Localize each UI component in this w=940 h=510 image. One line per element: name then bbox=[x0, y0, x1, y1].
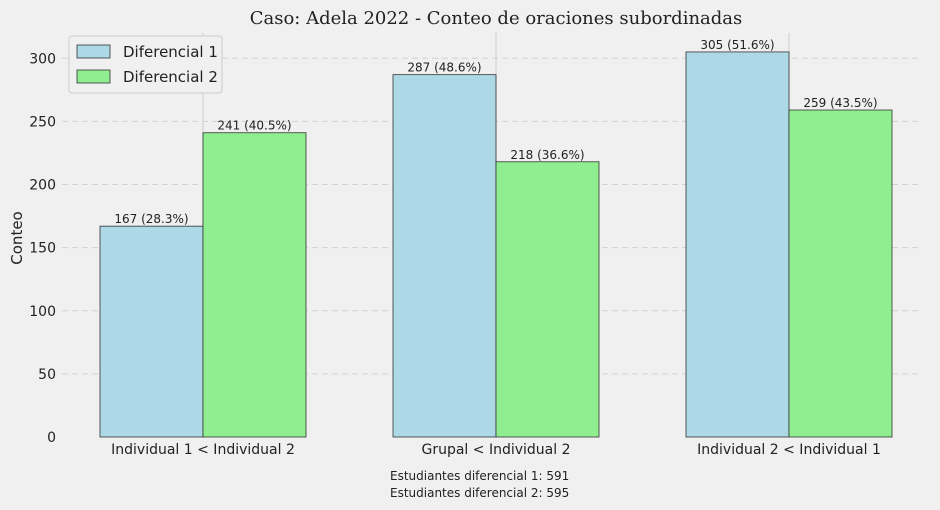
bar-data-label: 287 (48.6%) bbox=[407, 61, 481, 75]
x-tick-label: Individual 2 < Individual 1 bbox=[697, 442, 881, 458]
y-tick-label: 200 bbox=[29, 178, 56, 194]
bar bbox=[685, 51, 790, 438]
legend-swatch-diferencial-1 bbox=[76, 44, 111, 59]
y-tick-label: 300 bbox=[29, 51, 56, 67]
y-tick-label: 150 bbox=[29, 241, 56, 257]
legend-label-diferencial-2: Diferencial 2 bbox=[123, 68, 218, 86]
footnote-students-2: Estudiantes diferencial 2: 595 bbox=[390, 486, 569, 500]
x-tick-label: Individual 1 < Individual 2 bbox=[111, 442, 295, 458]
y-tick-label: 100 bbox=[29, 304, 56, 320]
bar-data-label: 259 (43.5%) bbox=[803, 96, 877, 110]
y-axis-ticks: 0 50 100 150 200 250 300 bbox=[29, 51, 56, 446]
legend-label-diferencial-1: Diferencial 1 bbox=[123, 43, 218, 61]
legend-swatch-diferencial-2 bbox=[76, 69, 111, 84]
data-labels: 167 (28.3%) 241 (40.5%) 287 (48.6%) 218 (36… bbox=[114, 38, 877, 226]
y-axis-label: Conteo bbox=[8, 211, 26, 264]
footnote-students-1: Estudiantes diferencial 1: 591 bbox=[390, 469, 569, 483]
bar-data-label: 167 (28.3%) bbox=[114, 212, 188, 226]
y-tick-label: 0 bbox=[47, 430, 56, 446]
bar bbox=[99, 225, 204, 438]
chart-title: Caso: Adela 2022 - Conteo de oraciones s… bbox=[250, 8, 743, 29]
x-tick-label: Grupal < Individual 2 bbox=[421, 442, 570, 458]
bar bbox=[495, 161, 600, 438]
y-tick-label: 250 bbox=[29, 114, 56, 130]
bar-data-label: 218 (36.6%) bbox=[510, 148, 584, 162]
bar-data-label: 305 (51.6%) bbox=[700, 38, 774, 52]
x-axis-ticks: Individual 1 < Individual 2 Grupal < Indi… bbox=[111, 442, 881, 458]
bar bbox=[202, 132, 307, 438]
bars bbox=[99, 51, 893, 438]
y-tick-label: 50 bbox=[38, 367, 56, 383]
bar-data-label: 241 (40.5%) bbox=[217, 119, 291, 133]
bar bbox=[392, 74, 497, 438]
bar bbox=[788, 109, 893, 438]
legend: Diferencial 1 Diferencial 2 bbox=[68, 35, 223, 94]
